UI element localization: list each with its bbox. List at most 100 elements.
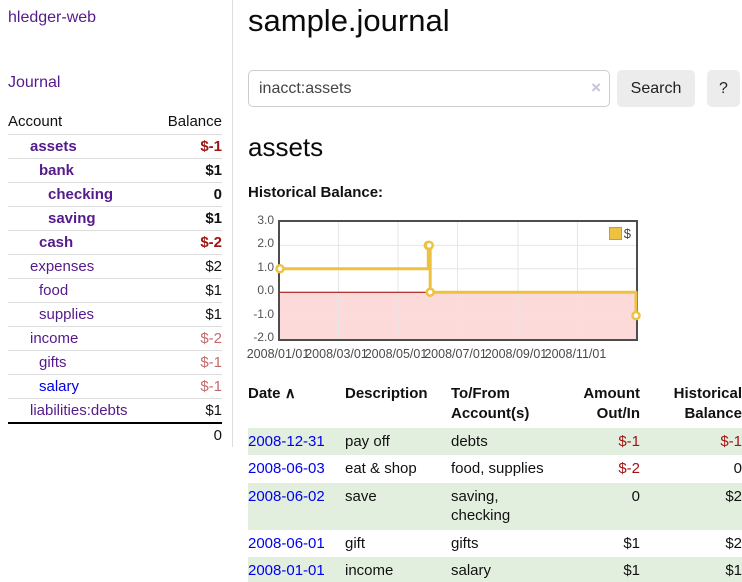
account-row: salary $-1	[8, 374, 222, 399]
account-row: saving $1	[8, 206, 222, 231]
sidebar-item-journal[interactable]: Journal	[8, 74, 61, 92]
account-balance: $2	[155, 254, 222, 279]
register-cell-date[interactable]: 2008-06-03	[248, 455, 345, 483]
account-balance: $1	[155, 158, 222, 183]
account-balance: $1	[155, 278, 222, 303]
x-tick-label: 2008/07/01	[424, 347, 487, 361]
accounts-header-balance: Balance	[167, 113, 222, 131]
accounts-total-value: 0	[155, 422, 222, 448]
register-header-amount: Amount Out/In	[583, 385, 640, 423]
account-link[interactable]: income	[30, 330, 79, 348]
register-row: 2008-12-31 pay off debts $-1 $-1	[248, 427, 742, 455]
register-cell-balance: $1	[648, 557, 742, 582]
register-header-balance: Historical Balance	[673, 385, 742, 423]
chart-title: Historical Balance:	[248, 184, 384, 201]
register-header-accounts: To/From Account(s)	[451, 385, 530, 423]
account-link[interactable]: assets	[30, 138, 77, 156]
account-link[interactable]: checking	[48, 186, 114, 204]
account-balance: $-1	[155, 134, 222, 159]
chart-canvas	[275, 222, 641, 339]
register-cell-description: gift	[345, 534, 366, 552]
y-tick-label: -2.0	[253, 330, 274, 344]
search-bar: × Search ?	[248, 70, 742, 107]
account-balance: $1	[155, 206, 222, 231]
register-cell-balance: $2	[725, 534, 742, 552]
account-link[interactable]: saving	[48, 210, 96, 228]
help-button[interactable]: ?	[707, 70, 740, 107]
register-table: Date ∧ Description To/From Account(s) Am…	[248, 381, 742, 582]
account-balance: $1	[155, 398, 222, 424]
accounts-total-row: 0	[8, 422, 222, 448]
register-header-row: Date ∧ Description To/From Account(s) Am…	[248, 381, 742, 428]
register-cell-date[interactable]: 2008-06-01	[248, 530, 345, 558]
search-input[interactable]	[248, 70, 610, 107]
x-tick-label: 2008/09/01	[484, 347, 548, 361]
register-cell-balance: 0	[733, 460, 742, 477]
register-header-description: Description	[345, 385, 428, 402]
register-cell-balance: $-1	[648, 427, 742, 455]
x-tick-label: 2008/05/01	[364, 347, 428, 361]
historical-balance-chart: $ 3.0 2.0 1.0 0.0 -1.0 -2.0 2008/01/01 2008/03…	[247, 213, 742, 366]
register-cell-description: save	[345, 482, 451, 530]
account-link[interactable]: liabilities:debts	[30, 402, 128, 420]
account-link[interactable]: food	[39, 282, 69, 300]
register-cell-description: income	[345, 557, 451, 582]
y-tick-label: 1.0	[257, 259, 274, 274]
page-title: sample.journal	[248, 3, 450, 38]
search-box: ×	[248, 70, 610, 107]
legend-label: $	[623, 226, 631, 241]
account-row: expenses $2	[8, 254, 222, 279]
app-brand-link[interactable]: hledger-web	[8, 9, 97, 26]
account-link[interactable]: salary	[39, 378, 80, 396]
register-cell-accounts: food, supplies	[451, 460, 544, 477]
register-cell-amount: 0	[569, 482, 648, 530]
account-row: food $1	[8, 278, 222, 303]
register-cell-accounts: debts	[451, 427, 569, 455]
register-cell-amount: $1	[569, 557, 648, 582]
register-header-date[interactable]: Date ∧	[248, 385, 296, 402]
main-content: sample.journal × Search ? assets Histori…	[247, 0, 742, 582]
register-cell-description: eat & shop	[345, 460, 417, 477]
register-row: 2008-06-02 save saving, checking 0 $2	[248, 482, 742, 530]
account-balance: 0	[155, 182, 222, 207]
x-tick-label: 2008/03/01	[305, 347, 368, 361]
sort-ascending-icon: ∧	[284, 385, 296, 402]
account-row: cash $-2	[8, 230, 222, 255]
transaction-date-link[interactable]: 2008-12-31	[248, 432, 325, 450]
register-cell-amount: $-1	[569, 427, 648, 455]
x-tick-label: 2008/11/01	[544, 347, 607, 361]
register-cell-date[interactable]: 2008-06-02	[248, 482, 345, 530]
transaction-date-link[interactable]: 2008-06-01	[248, 534, 325, 552]
account-link[interactable]: gifts	[39, 354, 67, 372]
chart-plot-area: $	[275, 220, 641, 341]
account-row: checking 0	[8, 182, 222, 207]
account-row: income $-2	[8, 326, 222, 351]
account-heading: assets	[248, 132, 324, 162]
register-cell-accounts: saving, checking	[451, 482, 569, 530]
sidebar: hledger-web Journal Account Balance asse…	[0, 0, 233, 448]
search-button[interactable]: Search	[617, 70, 695, 107]
account-link[interactable]: cash	[39, 234, 74, 252]
account-row: bank $1	[8, 158, 222, 183]
transaction-date-link[interactable]: 2008-06-03	[248, 460, 325, 477]
accounts-table: Account Balance assets $-1 bank $1 checking 0…	[8, 110, 222, 448]
account-link[interactable]: bank	[39, 162, 75, 180]
register-cell-balance: $2	[648, 482, 742, 530]
account-row: assets $-1	[8, 134, 222, 159]
account-balance: $-1	[155, 350, 222, 375]
y-tick-label: 3.0	[257, 213, 274, 227]
y-tick-label: 2.0	[257, 236, 274, 251]
transaction-date-link[interactable]: 2008-01-01	[248, 562, 325, 579]
account-link[interactable]: expenses	[30, 258, 95, 276]
register-cell-date[interactable]: 2008-01-01	[248, 557, 345, 582]
y-tick-label: -1.0	[253, 306, 274, 321]
accounts-table-header: Account Balance	[8, 110, 222, 135]
account-link[interactable]: supplies	[39, 306, 95, 324]
register-row: 2008-06-01 gift gifts $1 $2	[248, 530, 742, 558]
register-cell-accounts: salary	[451, 557, 569, 582]
clear-search-icon[interactable]: ×	[591, 78, 601, 97]
register-cell-date[interactable]: 2008-12-31	[248, 427, 345, 455]
register-row: 2008-06-03 eat & shop food, supplies $-2 0	[248, 455, 742, 483]
transaction-date-link[interactable]: 2008-06-02	[248, 487, 325, 505]
chart-legend: $	[606, 225, 633, 242]
